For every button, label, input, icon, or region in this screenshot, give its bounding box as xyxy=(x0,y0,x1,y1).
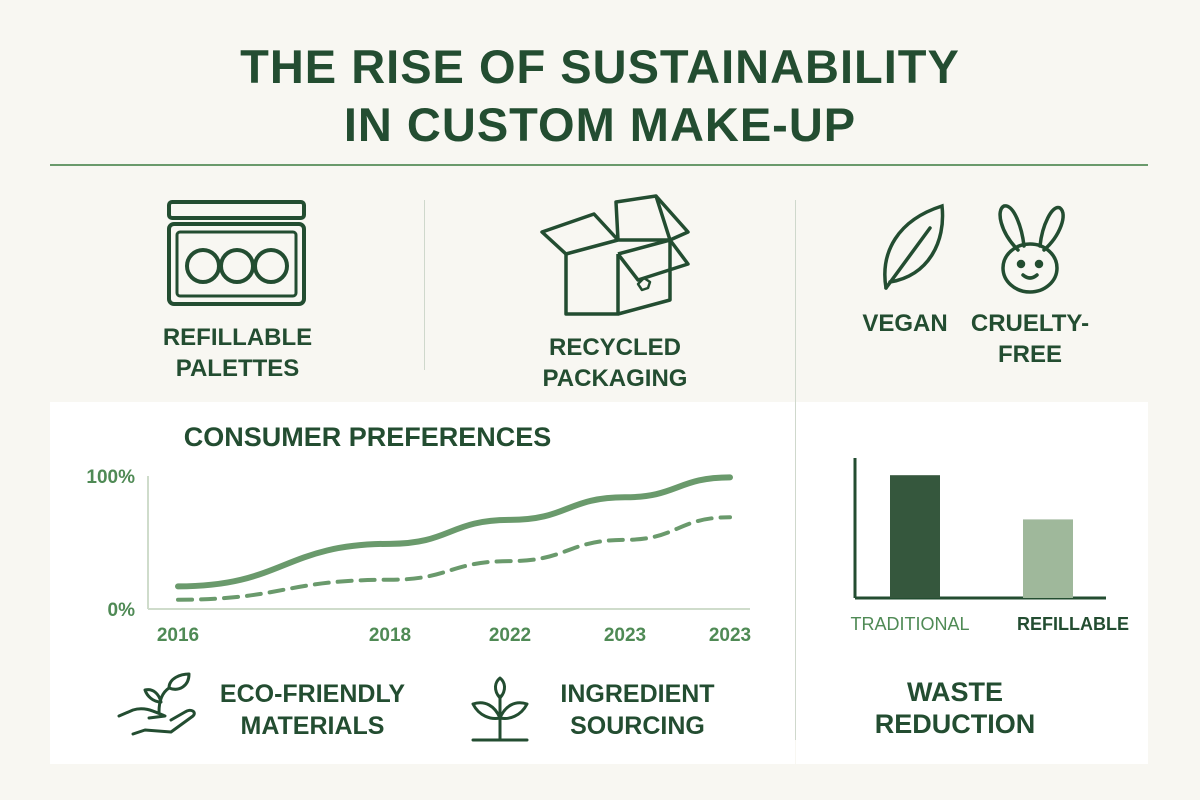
label-line: PACKAGING xyxy=(542,365,688,392)
label-line: CRUELTY- xyxy=(970,310,1090,337)
waste-reduction-chart: TRADITIONAL REFILLABLE xyxy=(850,458,1129,634)
label-line: REDUCTION xyxy=(874,709,1036,739)
label-line: SOURCING xyxy=(570,712,705,740)
waste-reduction-label: WASTE REDUCTION xyxy=(830,676,1080,740)
label-line: FREE xyxy=(997,341,1062,368)
palette-icon xyxy=(167,200,306,306)
x-tick-label: 2016 xyxy=(157,625,199,646)
series-line-solid xyxy=(175,474,733,590)
divider xyxy=(50,164,1148,166)
leaf-icon xyxy=(883,203,945,290)
x-tick-label: 2023 xyxy=(604,625,646,646)
divider xyxy=(424,200,425,370)
label-line: PALETTES xyxy=(175,355,300,382)
bunny-icon xyxy=(998,204,1065,294)
x-tick-label: 2018 xyxy=(369,625,411,646)
label-line: INGREDIENT xyxy=(560,680,715,708)
hand-sprout-icon xyxy=(117,672,196,736)
x-tick-label: 2023 xyxy=(709,625,751,646)
chart-panel xyxy=(50,402,795,764)
sprout-icon xyxy=(471,676,529,742)
box-icon xyxy=(540,194,690,316)
label-line: RECYCLED xyxy=(548,334,681,361)
x-tick-label: 2022 xyxy=(489,625,531,646)
title-line-1: THE RISE OF SUSTAINABILITY xyxy=(240,40,960,93)
chart-title: CONSUMER PREFERENCES xyxy=(183,422,552,452)
title-line-2: IN CUSTOM MAKE-UP xyxy=(343,98,857,151)
bar-label: TRADITIONAL xyxy=(850,614,969,634)
vegan-label: VEGAN xyxy=(862,310,948,337)
recycled-packaging-label: RECYCLED PACKAGING xyxy=(505,332,725,394)
y-tick-label: 0% xyxy=(108,600,136,621)
refillable-palettes-label: REFILLABLE PALETTES xyxy=(130,322,345,384)
series-line-dashed xyxy=(176,515,732,602)
cruelty-free-label: CRUELTY- FREE xyxy=(955,308,1105,370)
bar-traditional xyxy=(890,475,940,598)
label-line: MATERIALS xyxy=(240,712,385,740)
eco-friendly-materials-label: ECO-FRIENDLY MATERIALS xyxy=(210,678,415,742)
ingredient-sourcing-label: INGREDIENT SOURCING xyxy=(540,678,735,742)
bar-refillable xyxy=(1023,519,1073,598)
consumer-preferences-chart: 100% 0% 2016 2018 2022 2023 2023 xyxy=(86,467,751,646)
page-title: THE RISE OF SUSTAINABILITY IN CUSTOM MAK… xyxy=(0,38,1200,154)
label-line: REFILLABLE xyxy=(162,324,313,351)
divider xyxy=(795,200,796,740)
bar-label: REFILLABLE xyxy=(1017,614,1129,634)
label-line: ECO-FRIENDLY xyxy=(219,680,406,708)
label-line: WASTE xyxy=(906,677,1003,707)
y-tick-label: 100% xyxy=(86,467,135,488)
